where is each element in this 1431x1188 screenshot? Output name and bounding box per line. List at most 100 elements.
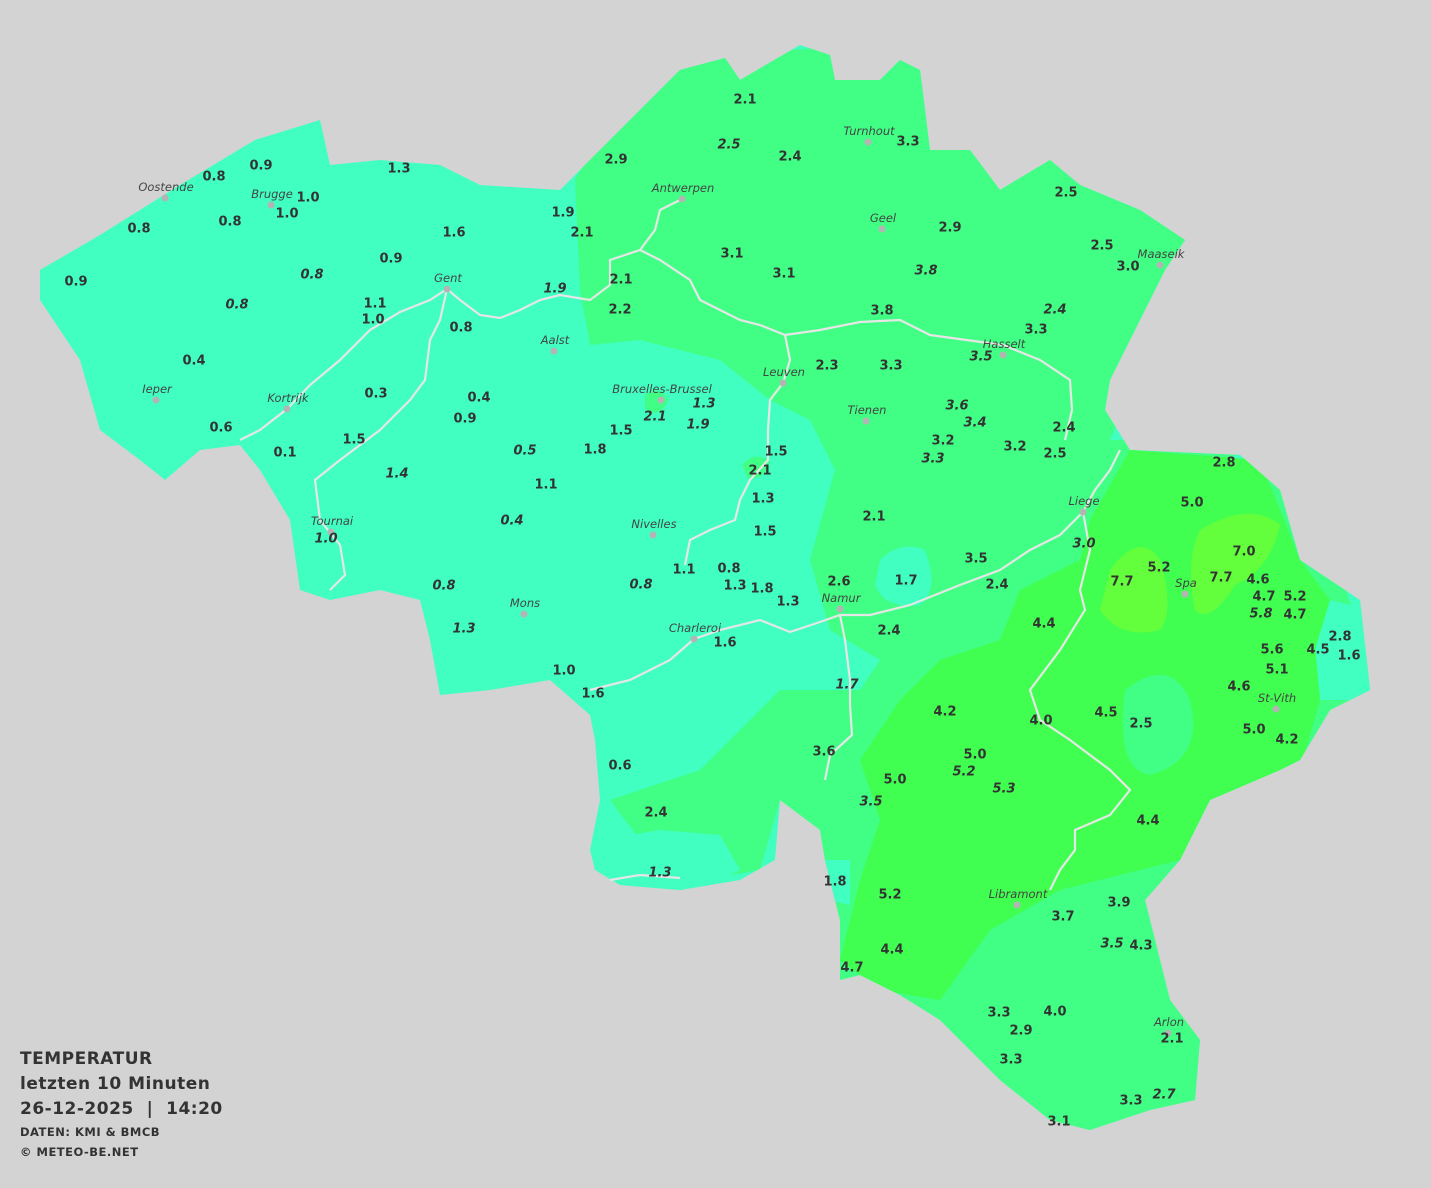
station-temperature: 5.2 — [1147, 561, 1170, 576]
map-legend: TEMPERATUR letzten 10 Minuten 26-12-2025… — [20, 1047, 223, 1162]
city-tienen: Tienen — [848, 403, 887, 425]
city-liege: Liege — [1068, 494, 1100, 516]
city-bruxelles-brussel: Bruxelles-Brussel — [612, 382, 713, 404]
station-temperature: 3.7 — [1051, 910, 1074, 925]
station-temperature: 5.1 — [1265, 663, 1288, 678]
station-temperature: 2.4 — [778, 150, 801, 165]
city-dot — [649, 531, 657, 539]
station-temperature: 2.9 — [604, 153, 627, 168]
city-label: Nivelles — [631, 517, 676, 531]
station-temperature: 3.3 — [879, 359, 902, 374]
station-temperature: 3.1 — [720, 247, 743, 262]
station-temperature: 1.6 — [713, 636, 736, 651]
city-label: Leuven — [763, 365, 805, 379]
station-temperature: 3.5 — [964, 552, 987, 567]
station-temperature: 5.0 — [1242, 723, 1265, 738]
station-temperature: 1.1 — [672, 563, 695, 578]
city-gent: Gent — [434, 271, 462, 293]
city-dot — [1272, 705, 1280, 713]
temperature-zone — [1100, 547, 1168, 633]
station-temperature: 5.2 — [878, 888, 901, 903]
station-temperature: 1.6 — [442, 226, 465, 241]
legend-datetime: 26-12-2025 | 14:20 — [20, 1099, 223, 1119]
station-temperature: 0.9 — [64, 275, 87, 290]
temperature-zone — [1315, 600, 1370, 700]
city-hasselt: Hasselt — [983, 337, 1026, 359]
city-arlon: Arlon — [1153, 1015, 1184, 1037]
legend-period: letzten 10 Minuten — [20, 1074, 211, 1094]
city-label: Antwerpen — [651, 181, 715, 195]
city-dot — [690, 635, 698, 643]
city-label: Hasselt — [983, 337, 1026, 351]
station-temperature: 3.1 — [1047, 1115, 1070, 1130]
station-temperature: 0.4 — [182, 354, 205, 369]
city-dot — [678, 195, 686, 203]
city-spa: Spa — [1175, 576, 1197, 598]
city-label: Aalst — [540, 333, 570, 347]
station-temperature: 2.5 — [717, 138, 740, 153]
city-dot — [1164, 1029, 1172, 1037]
city-label: Liege — [1068, 494, 1099, 508]
station-temperature: 7.7 — [1209, 571, 1232, 586]
station-temperature: 2.8 — [1328, 630, 1351, 645]
station-temperature: 4.7 — [1283, 608, 1306, 623]
station-temperature: 4.3 — [1129, 939, 1152, 954]
station-temperature: 3.2 — [931, 434, 954, 449]
station-temperature: 2.4 — [985, 578, 1008, 593]
station-temperature: 2.1 — [733, 93, 756, 108]
station-temperature: 2.5 — [1054, 186, 1077, 201]
temperature-zone — [875, 546, 932, 606]
station-temperature: 3.1 — [772, 267, 795, 282]
city-label: Libramont — [989, 887, 1048, 901]
station-temperature: 5.8 — [1249, 607, 1272, 622]
station-temperature: 2.1 — [570, 226, 593, 241]
station-temperature: 3.2 — [1003, 440, 1026, 455]
station-temperature: 1.6 — [1337, 649, 1360, 664]
station-temperature: 1.9 — [543, 282, 566, 297]
station-temperature: 2.4 — [1052, 421, 1075, 436]
station-temperature: 5.2 — [1283, 590, 1306, 605]
station-temperature: 1.1 — [534, 478, 557, 493]
station-temperature: 0.8 — [449, 321, 472, 336]
river — [683, 334, 792, 566]
city-label: Tienen — [848, 403, 887, 417]
station-temperature: 2.1 — [862, 510, 885, 525]
city-mons: Mons — [510, 596, 540, 618]
city-dot — [1156, 261, 1164, 269]
city-ieper: Ieper — [142, 382, 173, 404]
station-temperature: 1.6 — [581, 687, 604, 702]
city-dot — [520, 610, 528, 618]
station-temperature: 3.8 — [914, 264, 937, 279]
station-temperature: 4.0 — [1029, 714, 1052, 729]
station-temperature: 0.9 — [249, 159, 272, 174]
station-temperature: 1.7 — [835, 678, 859, 693]
station-temperature: 3.9 — [1107, 896, 1130, 911]
city-dot — [152, 396, 160, 404]
station-temperature: 0.4 — [467, 391, 490, 406]
station-temperature: 3.4 — [963, 416, 986, 431]
city-label: Brugge — [251, 187, 293, 201]
city-dot — [1013, 901, 1021, 909]
station-temperature: 2.8 — [1212, 456, 1235, 471]
city-label: Geel — [870, 211, 897, 225]
cities: Oostende Brugge Gent Antwerpen Turnhout Geel M… — [138, 124, 1296, 1037]
station-temperature: 1.5 — [764, 445, 787, 460]
station-temperature: 1.3 — [776, 595, 799, 610]
station-temperature: 1.3 — [692, 397, 715, 412]
station-temperature: 2.9 — [938, 221, 961, 236]
station-temperature: 2.1 — [748, 464, 771, 479]
city-label: Ieper — [142, 382, 173, 396]
station-temperature: 0.6 — [209, 421, 232, 436]
city-maaseik: Maaseik — [1138, 247, 1186, 269]
station-temperature: 0.1 — [273, 446, 296, 461]
city-label: Tournai — [311, 514, 354, 528]
city-oostende: Oostende — [138, 180, 194, 202]
station-temperature: 3.3 — [896, 135, 919, 150]
station-temperature: 0.9 — [379, 252, 402, 267]
river — [1028, 511, 1132, 891]
city-dot — [327, 528, 335, 536]
city-label: Spa — [1175, 576, 1197, 590]
city-kortrijk: Kortrijk — [267, 391, 310, 413]
city-geel: Geel — [870, 211, 897, 233]
